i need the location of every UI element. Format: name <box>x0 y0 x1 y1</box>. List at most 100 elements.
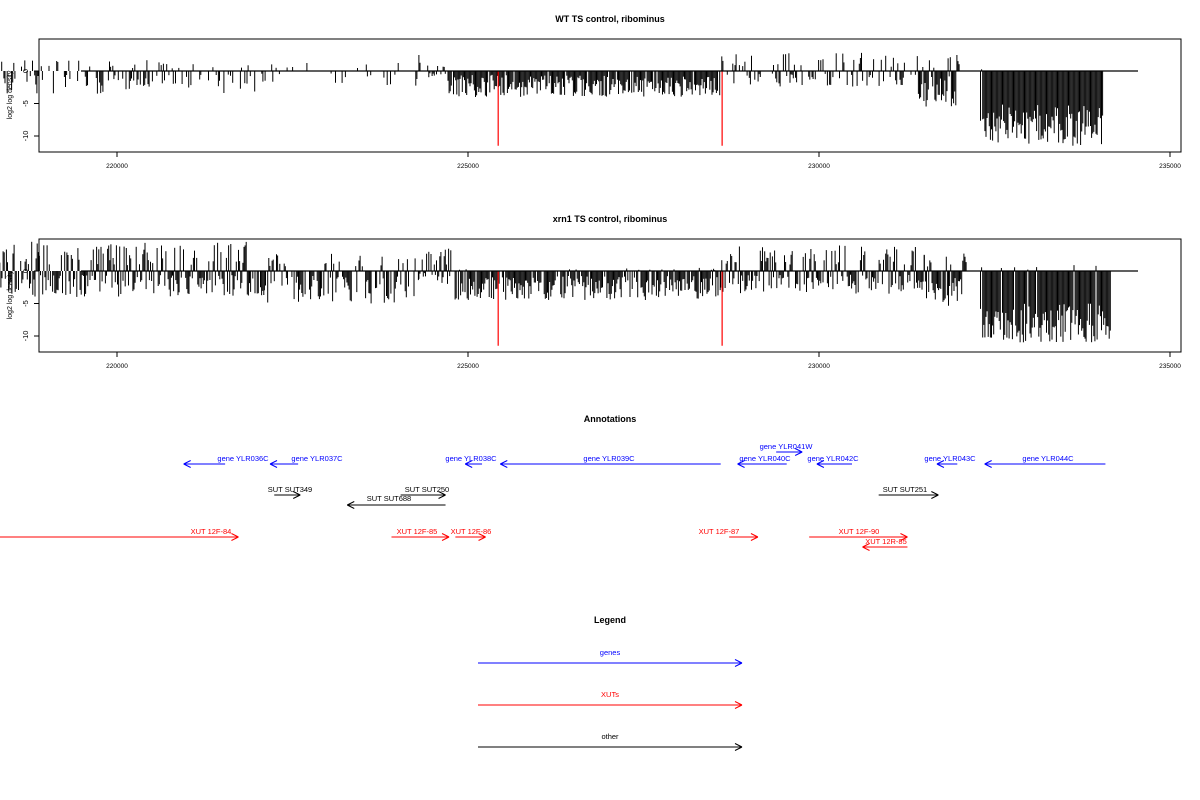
wt-plot-frame <box>38 38 1182 153</box>
arrow-head <box>269 460 278 465</box>
feature-label: SUT SUT349 <box>268 485 312 494</box>
arrow-head <box>347 504 355 509</box>
feature-label: XUT 12F-87 <box>699 527 740 536</box>
x-tick-label: 220000 <box>106 363 128 370</box>
arrow-head <box>734 704 743 709</box>
xrn1-y-ticks: 0 -5 -10 <box>21 269 39 342</box>
arrow-head <box>931 494 939 499</box>
x-tick-label: 225000 <box>457 163 479 170</box>
arrow-head <box>984 460 992 465</box>
arrow-head <box>292 491 301 496</box>
arrow-head <box>464 463 473 468</box>
feature-label: gene YLR042C <box>807 454 859 463</box>
xrn1-density-panel: xrn1 TS control, ribominus log2 log dens… <box>0 214 1182 370</box>
feature-label: SUT SUT688 <box>367 494 411 503</box>
x-tick-label: 230000 <box>808 163 830 170</box>
arrow-head <box>441 536 450 541</box>
arrow-head <box>734 746 743 751</box>
arrow-head <box>500 463 508 468</box>
annotations-track: Annotations gene YLR036C gene YLR037C gene… <box>0 414 1106 551</box>
legend-title: Legend <box>594 615 626 625</box>
y-tick-label: -5 <box>21 100 30 107</box>
feature-label: XUT 12R-85 <box>865 537 907 546</box>
wt-x-ticks: 220000 225000 230000 235000 <box>106 152 1181 170</box>
feature-label: gene YLR039C <box>583 454 635 463</box>
arrow-head <box>900 533 908 538</box>
arrow-head <box>734 743 743 748</box>
feature-label: XUT 12F-86 <box>451 527 492 536</box>
annotations-title: Annotations <box>584 414 637 424</box>
arrow-head <box>816 463 825 468</box>
arrow-head <box>862 546 870 551</box>
arrow-head <box>936 463 945 468</box>
legend: Legend genes XUTs other <box>478 615 743 751</box>
wt-y-ticks: 0 -5 -10 <box>21 69 39 142</box>
xrn1-density-bars <box>0 241 1111 343</box>
arrow-head <box>816 460 825 465</box>
xrn1-panel-title: xrn1 TS control, ribominus <box>553 214 668 224</box>
arrow-head <box>500 460 508 465</box>
arrow-head <box>734 701 743 706</box>
xrn1-plot-frame <box>38 238 1182 353</box>
arrow-head <box>438 491 446 496</box>
arrow-head <box>478 536 486 541</box>
arrow-head <box>269 463 278 468</box>
feature-label: XUT 12F-85 <box>397 527 438 536</box>
feature-label: gene YLR043C <box>924 454 976 463</box>
xrn1-red-markers <box>497 271 723 346</box>
feature-label: gene YLR040C <box>739 454 791 463</box>
arrow-head <box>737 460 745 465</box>
y-tick-label: 0 <box>21 269 30 273</box>
arrow-head <box>737 463 745 468</box>
y-tick-label: -10 <box>21 331 30 342</box>
wt-y-axis-label: log2 log density <box>7 70 14 119</box>
arrow-head <box>464 460 473 465</box>
xrn1-x-ticks: 220000 225000 230000 235000 <box>106 352 1181 370</box>
feature-label: gene YLR044C <box>1022 454 1074 463</box>
arrow-head <box>231 536 239 541</box>
feature-label: gene YLR041W <box>760 442 814 451</box>
arrow-head <box>794 451 803 456</box>
y-tick-label: -10 <box>21 131 30 142</box>
arrow-head <box>900 536 908 541</box>
legend-label: genes <box>600 648 621 657</box>
arrow-head <box>862 543 870 548</box>
arrow-head <box>734 659 743 664</box>
feature-label: gene YLR037C <box>291 454 343 463</box>
arrow-head <box>750 536 759 541</box>
arrow-head <box>183 463 191 468</box>
feature-label: XUT 12F-84 <box>191 527 232 536</box>
arrow-head <box>794 448 803 453</box>
arrow-head <box>936 460 945 465</box>
legend-label: other <box>601 732 619 741</box>
feature-label: SUT SUT251 <box>883 485 927 494</box>
wt-density-bars <box>1 52 1104 146</box>
x-tick-label: 235000 <box>1159 363 1181 370</box>
arrow-head <box>441 533 450 538</box>
arrow-head <box>438 494 446 499</box>
legend-label: XUTs <box>601 690 619 699</box>
arrow-head <box>734 662 743 667</box>
y-tick-label: 0 <box>21 69 30 73</box>
wt-red-markers <box>497 71 723 146</box>
feature-label: gene YLR036C <box>217 454 269 463</box>
arrow-head <box>183 460 191 465</box>
wt-density-panel: WT TS control, ribominus log2 log densit… <box>1 14 1182 170</box>
arrow-head <box>931 491 939 496</box>
legend-entries: genes XUTs other <box>478 648 743 751</box>
arrow-head <box>750 533 759 538</box>
x-tick-label: 220000 <box>106 163 128 170</box>
y-tick-label: -5 <box>21 300 30 307</box>
x-tick-label: 230000 <box>808 363 830 370</box>
feature-label: XUT 12F-90 <box>839 527 880 536</box>
feature-label: gene YLR038C <box>445 454 497 463</box>
x-tick-label: 225000 <box>457 363 479 370</box>
arrow-head <box>478 533 486 538</box>
wt-panel-title: WT TS control, ribominus <box>555 14 665 24</box>
annotation-features: gene YLR036C gene YLR037C gene YLR038C gene… <box>0 442 1106 551</box>
arrow-head <box>231 533 239 538</box>
x-tick-label: 235000 <box>1159 163 1181 170</box>
arrow-head <box>347 501 355 506</box>
arrow-head <box>292 494 301 499</box>
